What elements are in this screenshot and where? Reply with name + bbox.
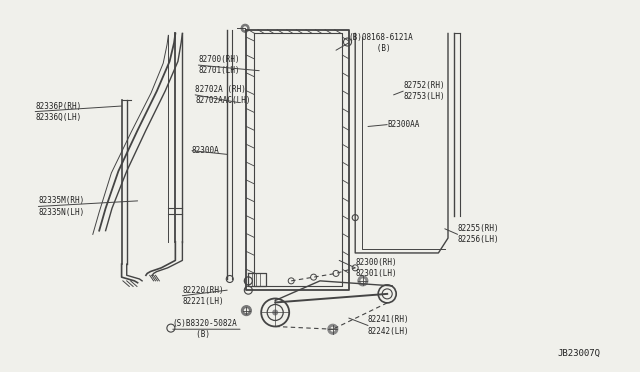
Circle shape [241, 24, 249, 32]
Circle shape [328, 324, 338, 334]
Circle shape [330, 327, 335, 332]
Circle shape [360, 278, 365, 283]
Circle shape [358, 276, 368, 286]
Text: (S)B8320-5082A
     (B): (S)B8320-5082A (B) [173, 319, 237, 339]
Text: 82700(RH)
82701(LH): 82700(RH) 82701(LH) [198, 55, 240, 75]
Circle shape [272, 310, 278, 315]
Text: JB23007Q: JB23007Q [557, 349, 601, 358]
Text: 82752(RH)
82753(LH): 82752(RH) 82753(LH) [403, 81, 445, 101]
Text: B2300AA: B2300AA [387, 120, 420, 129]
Circle shape [244, 308, 249, 313]
Text: 82220(RH)
82221(LH): 82220(RH) 82221(LH) [182, 286, 224, 306]
Text: 82702A (RH)
82702AAC(LH): 82702A (RH) 82702AAC(LH) [195, 85, 251, 105]
Text: 82300(RH)
82301(LH): 82300(RH) 82301(LH) [355, 258, 397, 278]
Text: 82255(RH)
82256(LH): 82255(RH) 82256(LH) [458, 224, 499, 244]
Text: 82300A: 82300A [192, 146, 220, 155]
Text: 82336P(RH)
82336Q(LH): 82336P(RH) 82336Q(LH) [35, 102, 81, 122]
Circle shape [241, 306, 252, 315]
Circle shape [243, 26, 247, 30]
Text: (B)08168-6121A
      (B): (B)08168-6121A (B) [349, 33, 413, 53]
Text: 82335M(RH)
82335N(LH): 82335M(RH) 82335N(LH) [38, 196, 84, 217]
Text: 82241(RH)
82242(LH): 82241(RH) 82242(LH) [368, 315, 410, 336]
